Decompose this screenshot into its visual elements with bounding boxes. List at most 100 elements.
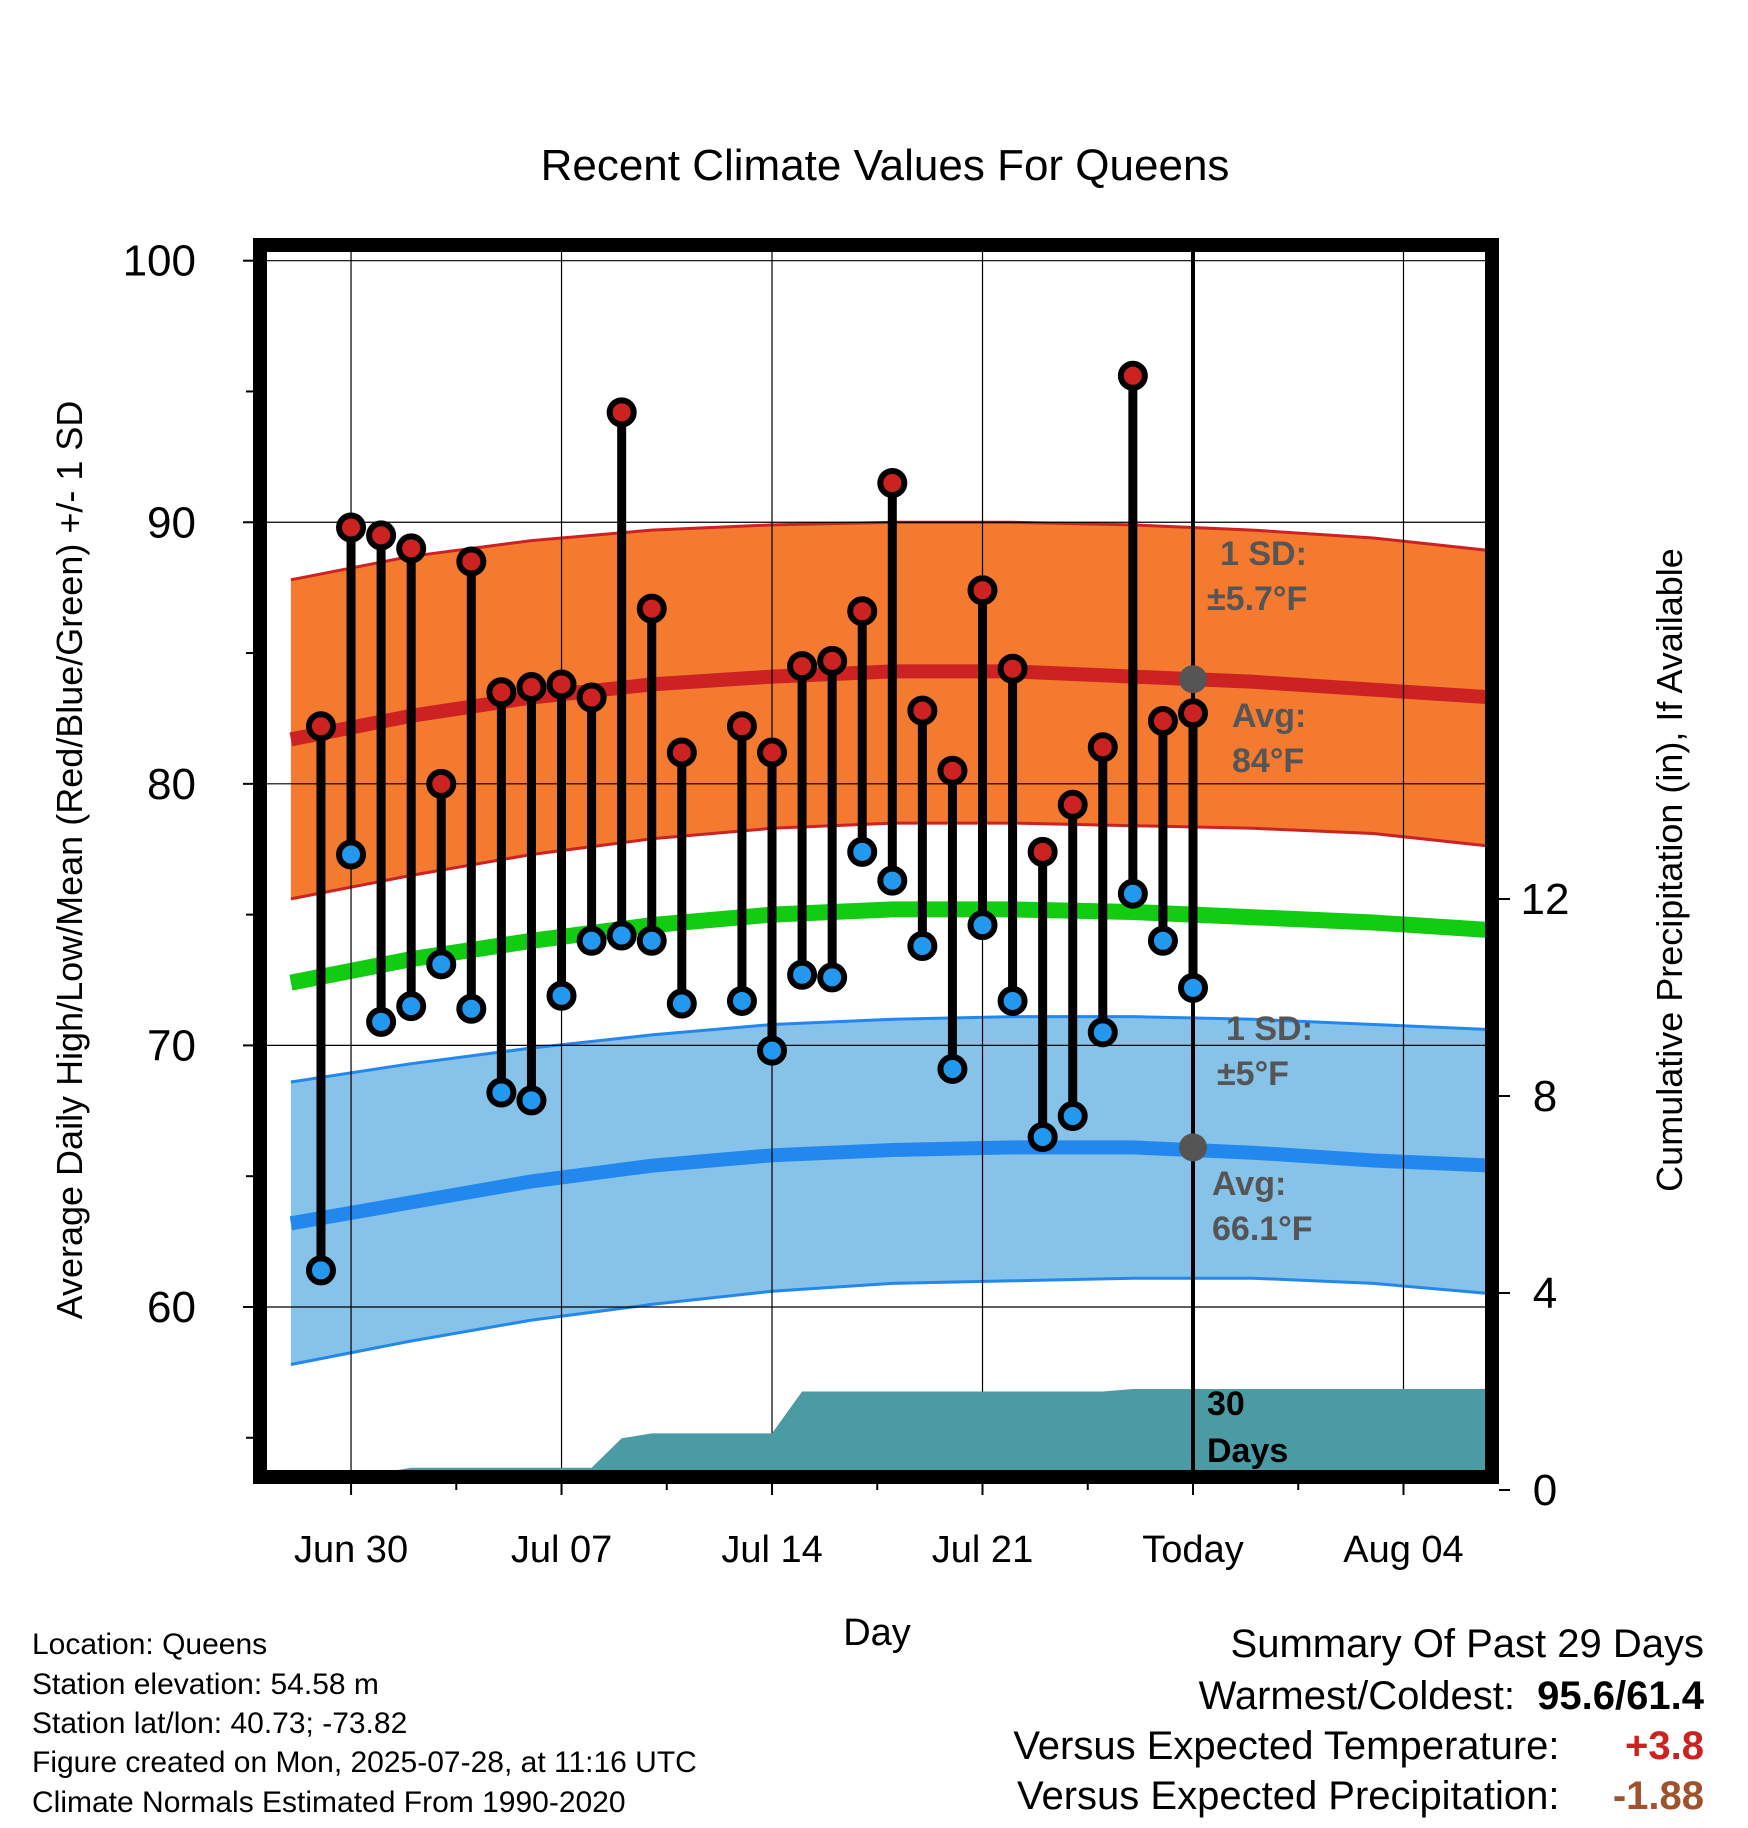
high-point — [1027, 836, 1058, 867]
precip-days-label-1: 30 — [1207, 1385, 1245, 1423]
high-point — [426, 768, 457, 799]
y-tick-label: 80 — [147, 760, 196, 809]
annotations: 1 SD: ±5.7°F Avg: 84°F 1 SD: ±5°F Avg: 6… — [1207, 535, 1313, 1470]
high-point — [636, 593, 667, 624]
high-point — [666, 737, 697, 768]
x-axis-label: Day — [843, 1612, 911, 1654]
high-point — [576, 682, 607, 713]
y2-tick-label: 8 — [1533, 1072, 1557, 1121]
summary-temp: Versus Expected Temperature: +3.8 — [1013, 1724, 1704, 1769]
y2-tick-label: 12 — [1521, 875, 1570, 924]
high-point — [967, 575, 998, 606]
y2-tick-label: 4 — [1533, 1269, 1557, 1318]
daily-stems — [316, 375, 1198, 1271]
low-point — [396, 991, 427, 1022]
low-point — [486, 1077, 517, 1108]
y-tick-label: 100 — [123, 237, 196, 286]
low-point — [546, 980, 577, 1011]
meta-normals: Climate Normals Estimated From 1990-2020 — [32, 1786, 626, 1819]
low-point — [456, 993, 487, 1024]
low-point — [787, 959, 818, 990]
high-point — [366, 520, 397, 551]
low-point — [997, 985, 1028, 1016]
chart-title: Recent Climate Values For Queens — [541, 141, 1230, 190]
high-point — [456, 546, 487, 577]
low-point — [1057, 1101, 1088, 1132]
high-point — [817, 645, 848, 676]
low-point — [967, 910, 998, 941]
low-point — [666, 988, 697, 1019]
x-tick-label: Jun 30 — [294, 1529, 408, 1571]
x-tick-label: Jul 21 — [932, 1529, 1033, 1571]
low-upper-line — [290, 1015, 1492, 1084]
y-axis-label: Average Daily High/Low/Mean (Red/Blue/Gr… — [49, 401, 90, 1320]
low-point — [1147, 925, 1178, 956]
high-point — [877, 468, 908, 499]
summary-temp-label: Versus Expected Temperature: — [1013, 1724, 1560, 1768]
low-point — [366, 1006, 397, 1037]
today-high-avg-point — [1179, 665, 1207, 694]
high-point — [757, 737, 788, 768]
low-point — [847, 836, 878, 867]
high-point — [847, 596, 878, 627]
y2-axis-label: Cumulative Precipitation (in), If Availa… — [1649, 548, 1690, 1192]
y-tick-label: 60 — [147, 1283, 196, 1332]
meta-location: Location: Queens — [32, 1628, 268, 1661]
y-tick-label: 90 — [147, 498, 196, 547]
high-point — [1117, 360, 1148, 391]
y2-tick-label: 0 — [1533, 1466, 1557, 1515]
summary-precip-value: -1.88 — [1612, 1774, 1704, 1818]
low-sd-value: ±5°F — [1217, 1055, 1289, 1093]
low-point — [757, 1035, 788, 1066]
meta-created: Figure created on Mon, 2025-07-28, at 11… — [32, 1746, 697, 1779]
low-point — [817, 962, 848, 993]
summary-warm-cold: Warmest/Coldest: 95.6/61.4 — [1199, 1674, 1704, 1719]
low-point — [907, 931, 938, 962]
low-lower-line — [290, 1276, 1492, 1366]
summary-precip: Versus Expected Precipitation: -1.88 — [1017, 1774, 1704, 1819]
low-point — [1117, 878, 1148, 909]
low-point — [606, 920, 637, 951]
high-point — [1087, 732, 1118, 763]
high-point — [1178, 698, 1208, 729]
precip-days-label-2: Days — [1207, 1432, 1288, 1470]
low-point — [426, 949, 457, 980]
x-tick-label: Jul 14 — [721, 1529, 822, 1571]
low-point — [937, 1053, 968, 1084]
precip-area — [351, 1389, 1492, 1477]
high-avg-label: Avg: — [1232, 697, 1306, 735]
axis-ticks: 60 70 80 90 100 0 4 8 12 Jun 30 Jul 07 Jul 14 Jul 21… — [123, 237, 1570, 1571]
high-point — [787, 651, 818, 682]
high-point — [606, 397, 637, 428]
low-avg-line — [289, 1140, 1492, 1231]
summary-precip-label: Versus Expected Precipitation: — [1017, 1774, 1560, 1818]
low-point — [636, 925, 667, 956]
plot-frame — [253, 238, 1499, 1484]
low-avg-label: Avg: — [1212, 1165, 1286, 1203]
low-avg-value: 66.1°F — [1212, 1210, 1313, 1248]
high-point — [1147, 706, 1178, 737]
high-point — [546, 669, 577, 700]
high-sd-label: 1 SD: — [1220, 535, 1307, 573]
precip-fill — [351, 1389, 1492, 1477]
summary-temp-value: +3.8 — [1625, 1724, 1704, 1768]
low-point — [1027, 1121, 1058, 1152]
high-point — [486, 677, 517, 708]
x-tick-label: Today — [1142, 1529, 1243, 1571]
high-point — [726, 711, 757, 742]
high-point — [396, 533, 427, 564]
meta-elevation: Station elevation: 54.58 m — [32, 1668, 379, 1701]
high-avg-value: 84°F — [1232, 742, 1304, 780]
high-point — [336, 512, 367, 543]
today-low-avg-point — [1179, 1133, 1207, 1162]
low-point — [1087, 1017, 1118, 1048]
high-point — [997, 653, 1028, 684]
daily-points — [305, 360, 1208, 1286]
low-sd-label: 1 SD: — [1226, 1010, 1313, 1048]
low-point — [576, 925, 607, 956]
high-point — [937, 755, 968, 786]
low-point — [877, 865, 908, 896]
x-tick-label: Aug 04 — [1343, 1529, 1463, 1571]
low-point — [726, 985, 757, 1016]
